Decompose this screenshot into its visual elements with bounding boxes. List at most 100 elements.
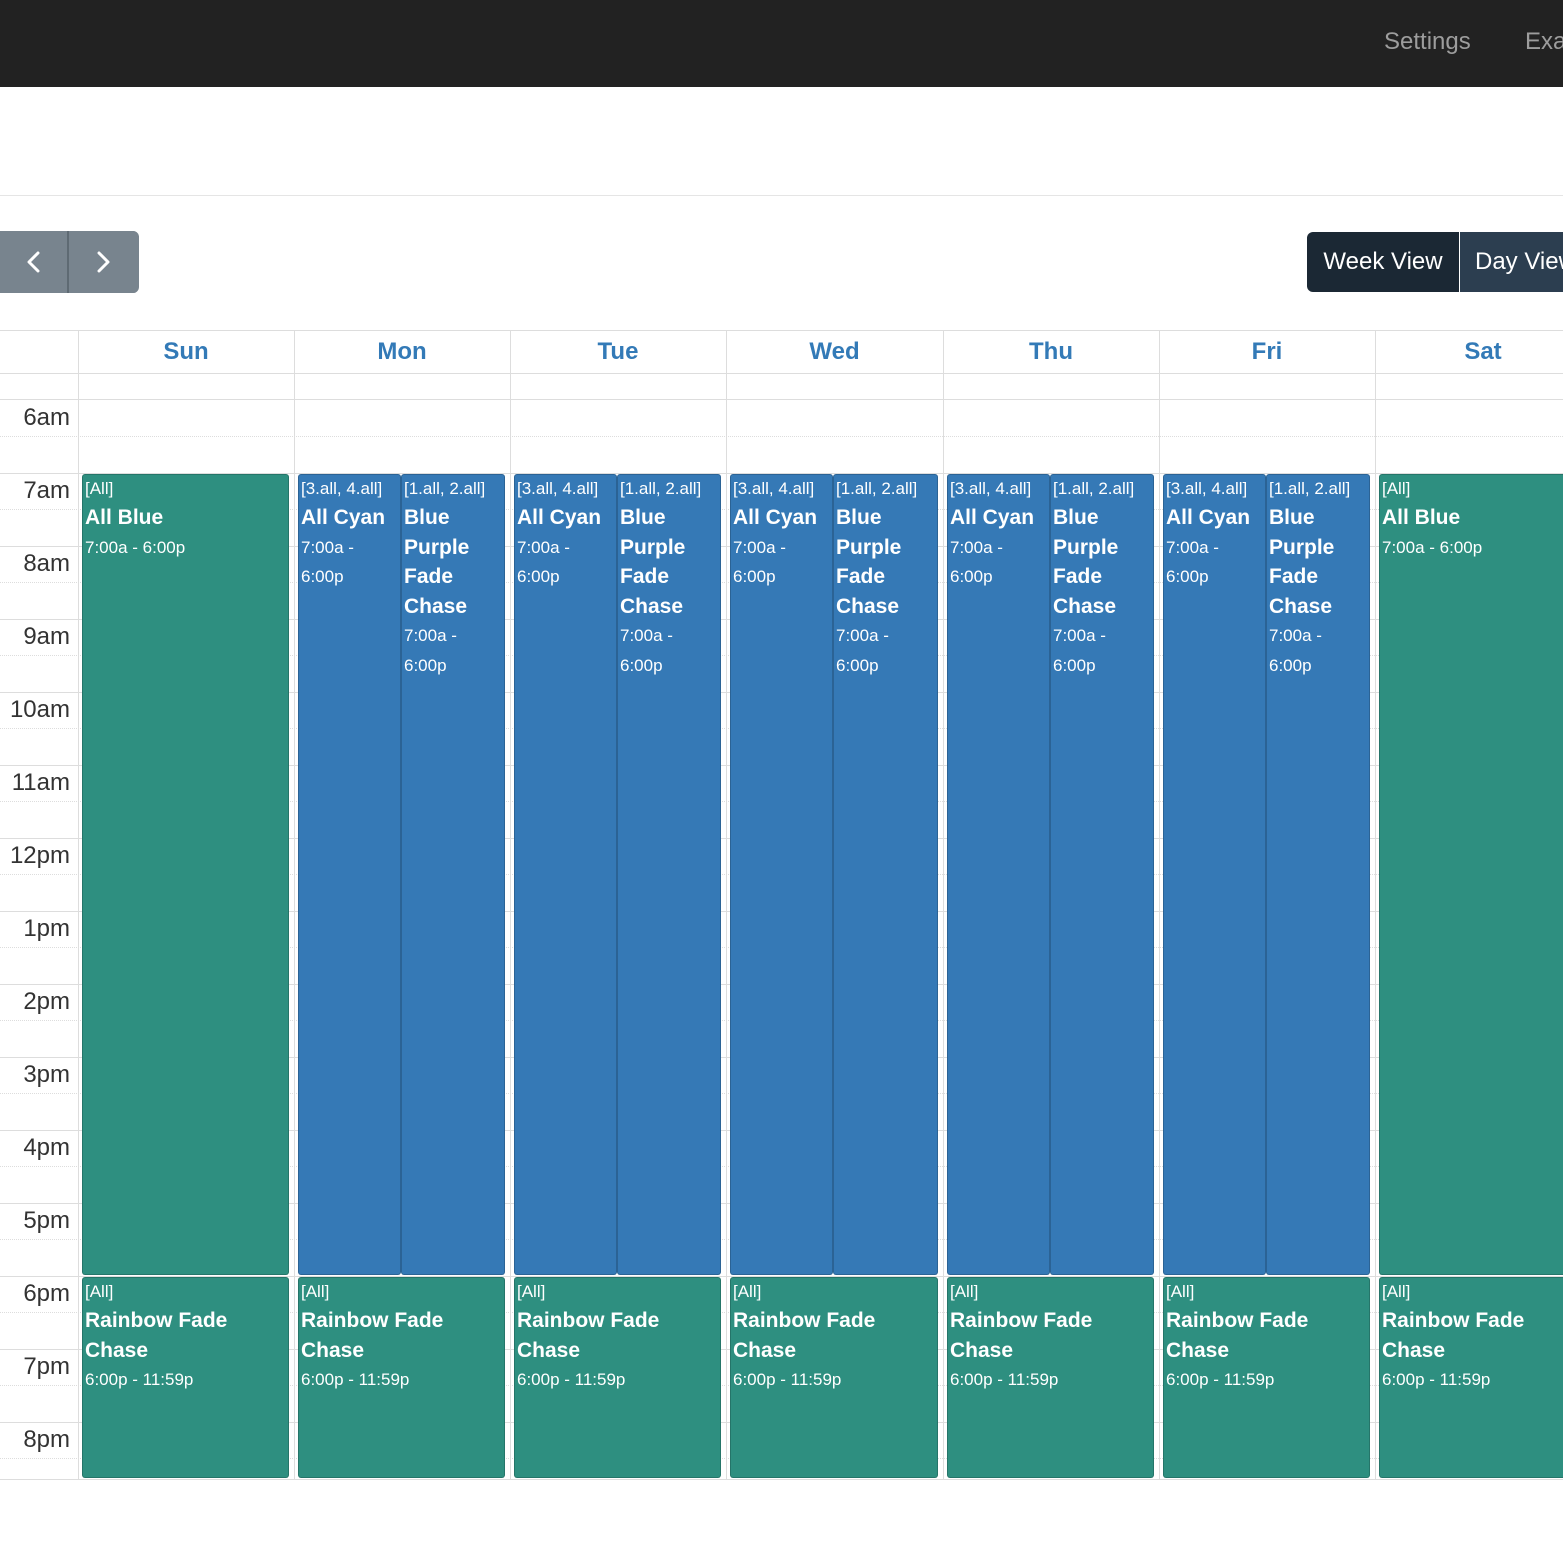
event-group: [3.all, 4.all] [517, 479, 599, 498]
event-title: All Cyan [733, 506, 818, 529]
event-title: All Blue [85, 506, 164, 529]
event-title: All Cyan [517, 506, 602, 529]
grid-line [0, 330, 1563, 331]
event-group: [3.all, 4.all] [301, 479, 383, 498]
event-time: 7:00a - 6:00p [1166, 537, 1219, 587]
nav-link-exa[interactable]: Exa [1525, 28, 1563, 55]
calendar-event[interactable]: [All] Rainbow Fade Chase 6:00p - 11:59p [947, 1277, 1154, 1478]
grid-line [0, 373, 1563, 374]
next-week-button[interactable] [69, 231, 137, 293]
time-label: 8am [23, 550, 70, 577]
event-time: 7:00a - 6:00p [1053, 626, 1106, 675]
event-time: 6:00p - 11:59p [733, 1370, 842, 1389]
time-label: 11am [11, 769, 70, 796]
day-header-sat: Sat [1464, 338, 1502, 365]
event-time: 7:00a - 6:00p [301, 537, 354, 587]
calendar-event[interactable]: [1.all, 2.all] Blue Purple Fade Chase 7:00… [401, 474, 505, 1275]
day-header-thu: Thu [1029, 338, 1073, 365]
calendar-event[interactable]: [1.all, 2.all] Blue Purple Fade Chase 7:00… [617, 474, 721, 1275]
hour-line [0, 1276, 1563, 1277]
event-time: 6:00p - 11:59p [85, 1370, 194, 1389]
day-column-line [78, 330, 79, 1479]
calendar-event[interactable]: [All] Rainbow Fade Chase 6:00p - 11:59p [82, 1277, 289, 1478]
time-label: 5pm [23, 1207, 70, 1234]
calendar-event[interactable]: [3.all, 4.all] All Cyan 7:00a - 6:00p [730, 474, 833, 1275]
event-title: Blue Purple Fade Chase [1269, 506, 1335, 618]
event-group: [1.all, 2.all] [1053, 479, 1135, 498]
event-group: [1.all, 2.all] [836, 479, 918, 498]
calendar-event[interactable]: [All] Rainbow Fade Chase 6:00p - 11:59p [730, 1277, 938, 1478]
calendar-event[interactable]: [1.all, 2.all] Blue Purple Fade Chase 7:00… [1266, 474, 1370, 1275]
day-column-line [726, 330, 727, 1479]
day-header-wed: Wed [809, 338, 860, 365]
time-label: 12pm [9, 842, 70, 869]
day-column-line [1159, 330, 1160, 1479]
event-time: 7:00a - 6:00p [1382, 537, 1483, 557]
nav-link-settings[interactable]: Settings [1384, 28, 1471, 55]
event-title: Blue Purple Fade Chase [836, 506, 902, 618]
calendar-event[interactable]: [All] All Blue 7:00a - 6:00p [1379, 474, 1563, 1275]
grid-line [0, 1479, 1563, 1480]
time-label: 8pm [23, 1426, 70, 1453]
prev-week-button[interactable] [0, 231, 68, 293]
day-column-line [1375, 330, 1376, 1479]
event-title: Rainbow Fade Chase [85, 1309, 228, 1362]
calendar-event[interactable]: [3.all, 4.all] All Cyan 7:00a - 6:00p [947, 474, 1050, 1275]
week-view-button[interactable]: Week View [1307, 232, 1459, 292]
time-label: 9am [23, 623, 70, 650]
calendar-event[interactable]: [3.all, 4.all] All Cyan 7:00a - 6:00p [1163, 474, 1266, 1275]
time-label: 2pm [23, 988, 70, 1015]
event-group: [3.all, 4.all] [950, 479, 1032, 498]
event-time: 7:00a - 6:00p [620, 626, 673, 675]
event-group: [All] [85, 1282, 114, 1301]
chevron-right-icon [97, 251, 110, 273]
top-navbar: Settings Exa [0, 0, 1563, 87]
time-label: 6pm [23, 1280, 70, 1307]
calendar-event[interactable]: [All] Rainbow Fade Chase 6:00p - 11:59p [298, 1277, 505, 1478]
event-group: [All] [1166, 1282, 1195, 1301]
calendar-event[interactable]: [All] Rainbow Fade Chase 6:00p - 11:59p [1379, 1277, 1563, 1478]
event-time: 7:00a - 6:00p [404, 626, 457, 675]
event-time: 6:00p - 11:59p [517, 1370, 626, 1389]
grid-line [0, 399, 1563, 400]
event-group: [All] [517, 1282, 546, 1301]
event-title: Rainbow Fade Chase [1166, 1309, 1309, 1362]
day-header-fri: Fri [1251, 338, 1283, 365]
calendar-event[interactable]: [All] All Blue 7:00a - 6:00p [82, 474, 289, 1275]
day-column-line [294, 330, 295, 1479]
hour-line [0, 473, 1563, 474]
event-title: All Cyan [301, 506, 386, 529]
day-header-mon: Mon [377, 338, 427, 365]
event-group: [All] [301, 1282, 330, 1301]
event-title: Rainbow Fade Chase [950, 1309, 1093, 1362]
event-group: [1.all, 2.all] [404, 479, 486, 498]
event-group: [All] [950, 1282, 979, 1301]
calendar-event[interactable]: [1.all, 2.all] Blue Purple Fade Chase 7:00… [1050, 474, 1154, 1275]
time-label: 3pm [23, 1061, 70, 1088]
chevron-left-icon [27, 251, 40, 273]
event-time: 7:00a - 6:00p [733, 537, 786, 587]
event-title: All Cyan [950, 506, 1035, 529]
event-title: Rainbow Fade Chase [301, 1309, 444, 1362]
event-group: [All] [85, 479, 114, 498]
time-label: 7am [23, 477, 70, 504]
calendar-event[interactable]: [All] Rainbow Fade Chase 6:00p - 11:59p [514, 1277, 721, 1478]
event-time: 6:00p - 11:59p [950, 1370, 1059, 1389]
event-group: [3.all, 4.all] [1166, 479, 1248, 498]
calendar-event[interactable]: [3.all, 4.all] All Cyan 7:00a - 6:00p [514, 474, 617, 1275]
date-nav-button-group [0, 231, 139, 293]
calendar-event[interactable]: [1.all, 2.all] Blue Purple Fade Chase 7:00… [833, 474, 938, 1275]
calendar-event[interactable]: [All] Rainbow Fade Chase 6:00p - 11:59p [1163, 1277, 1370, 1478]
calendar-event[interactable]: [3.all, 4.all] All Cyan 7:00a - 6:00p [298, 474, 401, 1275]
event-group: [All] [733, 1282, 762, 1301]
view-toggle-group: Week View Day View [1307, 232, 1563, 292]
event-title: Rainbow Fade Chase [517, 1309, 660, 1362]
half-hour-line [0, 436, 1563, 437]
day-column-line [510, 330, 511, 1479]
event-title: Blue Purple Fade Chase [1053, 506, 1119, 618]
time-label: 6am [23, 404, 70, 431]
event-time: 7:00a - 6:00p [517, 537, 570, 587]
day-view-button[interactable]: Day View [1460, 232, 1563, 292]
event-group: [All] [1382, 1282, 1411, 1301]
day-column-line [943, 330, 944, 1479]
